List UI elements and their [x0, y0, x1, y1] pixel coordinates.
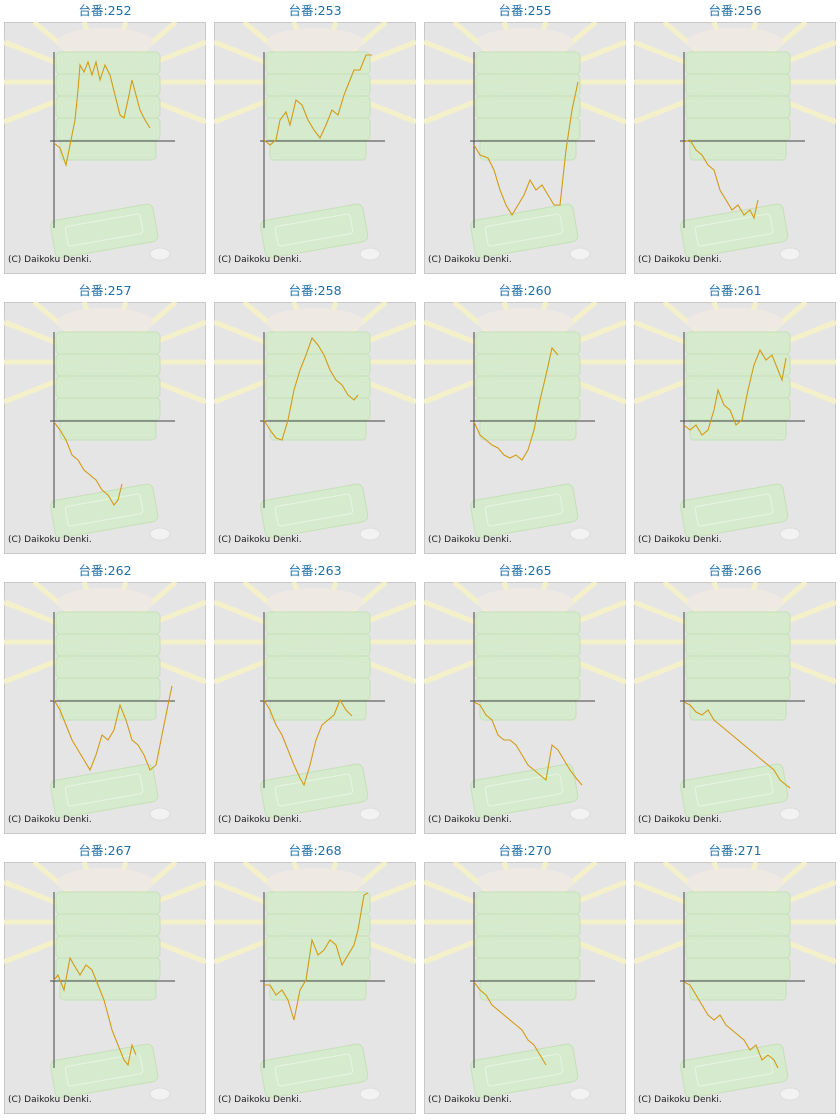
graph-panel: 台番:263 (C) Daikoku Denki.: [214, 563, 416, 834]
copyright: (C) Daikoku Denki.: [428, 815, 512, 825]
copyright: (C) Daikoku Denki.: [218, 535, 302, 545]
data-line: [683, 139, 759, 220]
graph-panel: 台番:260 (C) Daikoku Denki.: [424, 283, 626, 554]
copyright: (C) Daikoku Denki.: [638, 1095, 722, 1105]
panel-title: 台番:268: [288, 843, 341, 858]
panel-title: 台番:270: [498, 843, 551, 858]
copyright: (C) Daikoku Denki.: [218, 1095, 302, 1105]
graph-panel: 台番:268 (C) Daikoku Denki.: [214, 843, 416, 1114]
graph-panel: 台番:252 (C) Daikoku Denki.: [4, 3, 206, 274]
graph-panel: 台番:258 (C) Daikoku Denki.: [214, 283, 416, 554]
graph-panel: 台番:253 (C) Daikoku Denki.: [214, 3, 416, 274]
copyright: (C) Daikoku Denki.: [638, 815, 722, 825]
copyright: (C) Daikoku Denki.: [638, 255, 722, 265]
data-line: [263, 698, 353, 787]
graph-panel: 台番:271 (C) Daikoku Denki.: [634, 843, 836, 1114]
copyright: (C) Daikoku Denki.: [428, 1095, 512, 1105]
data-line: [683, 981, 779, 1069]
data-line: [683, 348, 787, 436]
data-line: [264, 892, 369, 1021]
panel-title: 台番:271: [708, 843, 761, 858]
graph-panel: 台番:265 (C) Daikoku Denki.: [424, 563, 626, 834]
panel-title: 台番:255: [498, 3, 551, 18]
graph-panel: 台番:266 (C) Daikoku Denki.: [634, 563, 836, 834]
copyright: (C) Daikoku Denki.: [218, 815, 302, 825]
panel-title: 台番:256: [708, 3, 761, 18]
panel-title: 台番:263: [288, 563, 341, 578]
copyright: (C) Daikoku Denki.: [428, 255, 512, 265]
panel-title: 台番:260: [498, 283, 551, 298]
graph-panel: 台番:257 (C) Daikoku Denki.: [4, 283, 206, 554]
panel-title: 台番:257: [78, 283, 131, 298]
data-line: [53, 956, 137, 1067]
panel-title: 台番:265: [498, 563, 551, 578]
graph-panel: 台番:270 (C) Daikoku Denki.: [424, 843, 626, 1114]
copyright: (C) Daikoku Denki.: [8, 255, 92, 265]
panel-title: 台番:253: [288, 3, 341, 18]
panel-title: 台番:252: [78, 3, 131, 18]
copyright: (C) Daikoku Denki.: [8, 815, 92, 825]
graph-panel: 台番:256 (C) Daikoku Denki.: [634, 3, 836, 274]
copyright: (C) Daikoku Denki.: [8, 1095, 92, 1105]
data-line: [53, 59, 151, 168]
data-line: [263, 336, 359, 441]
copyright: (C) Daikoku Denki.: [218, 255, 302, 265]
graph-panel: 台番:262 (C) Daikoku Denki.: [4, 563, 206, 834]
data-line: [53, 685, 173, 772]
copyright: (C) Daikoku Denki.: [428, 535, 512, 545]
copyright: (C) Daikoku Denki.: [638, 535, 722, 545]
graph-panel: 台番:261 (C) Daikoku Denki.: [634, 283, 836, 554]
panel-title: 台番:258: [288, 283, 341, 298]
data-line: [473, 346, 559, 461]
data-line: [473, 981, 547, 1066]
data-line: [263, 54, 372, 146]
graph-panel: 台番:255 (C) Daikoku Denki.: [424, 3, 626, 274]
graph-panel: 台番:267 (C) Daikoku Denki.: [4, 843, 206, 1114]
panel-title: 台番:262: [78, 563, 131, 578]
copyright: (C) Daikoku Denki.: [8, 535, 92, 545]
data-line: [53, 421, 123, 506]
panel-title: 台番:267: [78, 843, 131, 858]
panel-title: 台番:266: [708, 563, 761, 578]
data-line: [473, 701, 583, 786]
panel-title: 台番:261: [708, 283, 761, 298]
data-line: [473, 81, 579, 217]
data-line: [683, 701, 791, 789]
